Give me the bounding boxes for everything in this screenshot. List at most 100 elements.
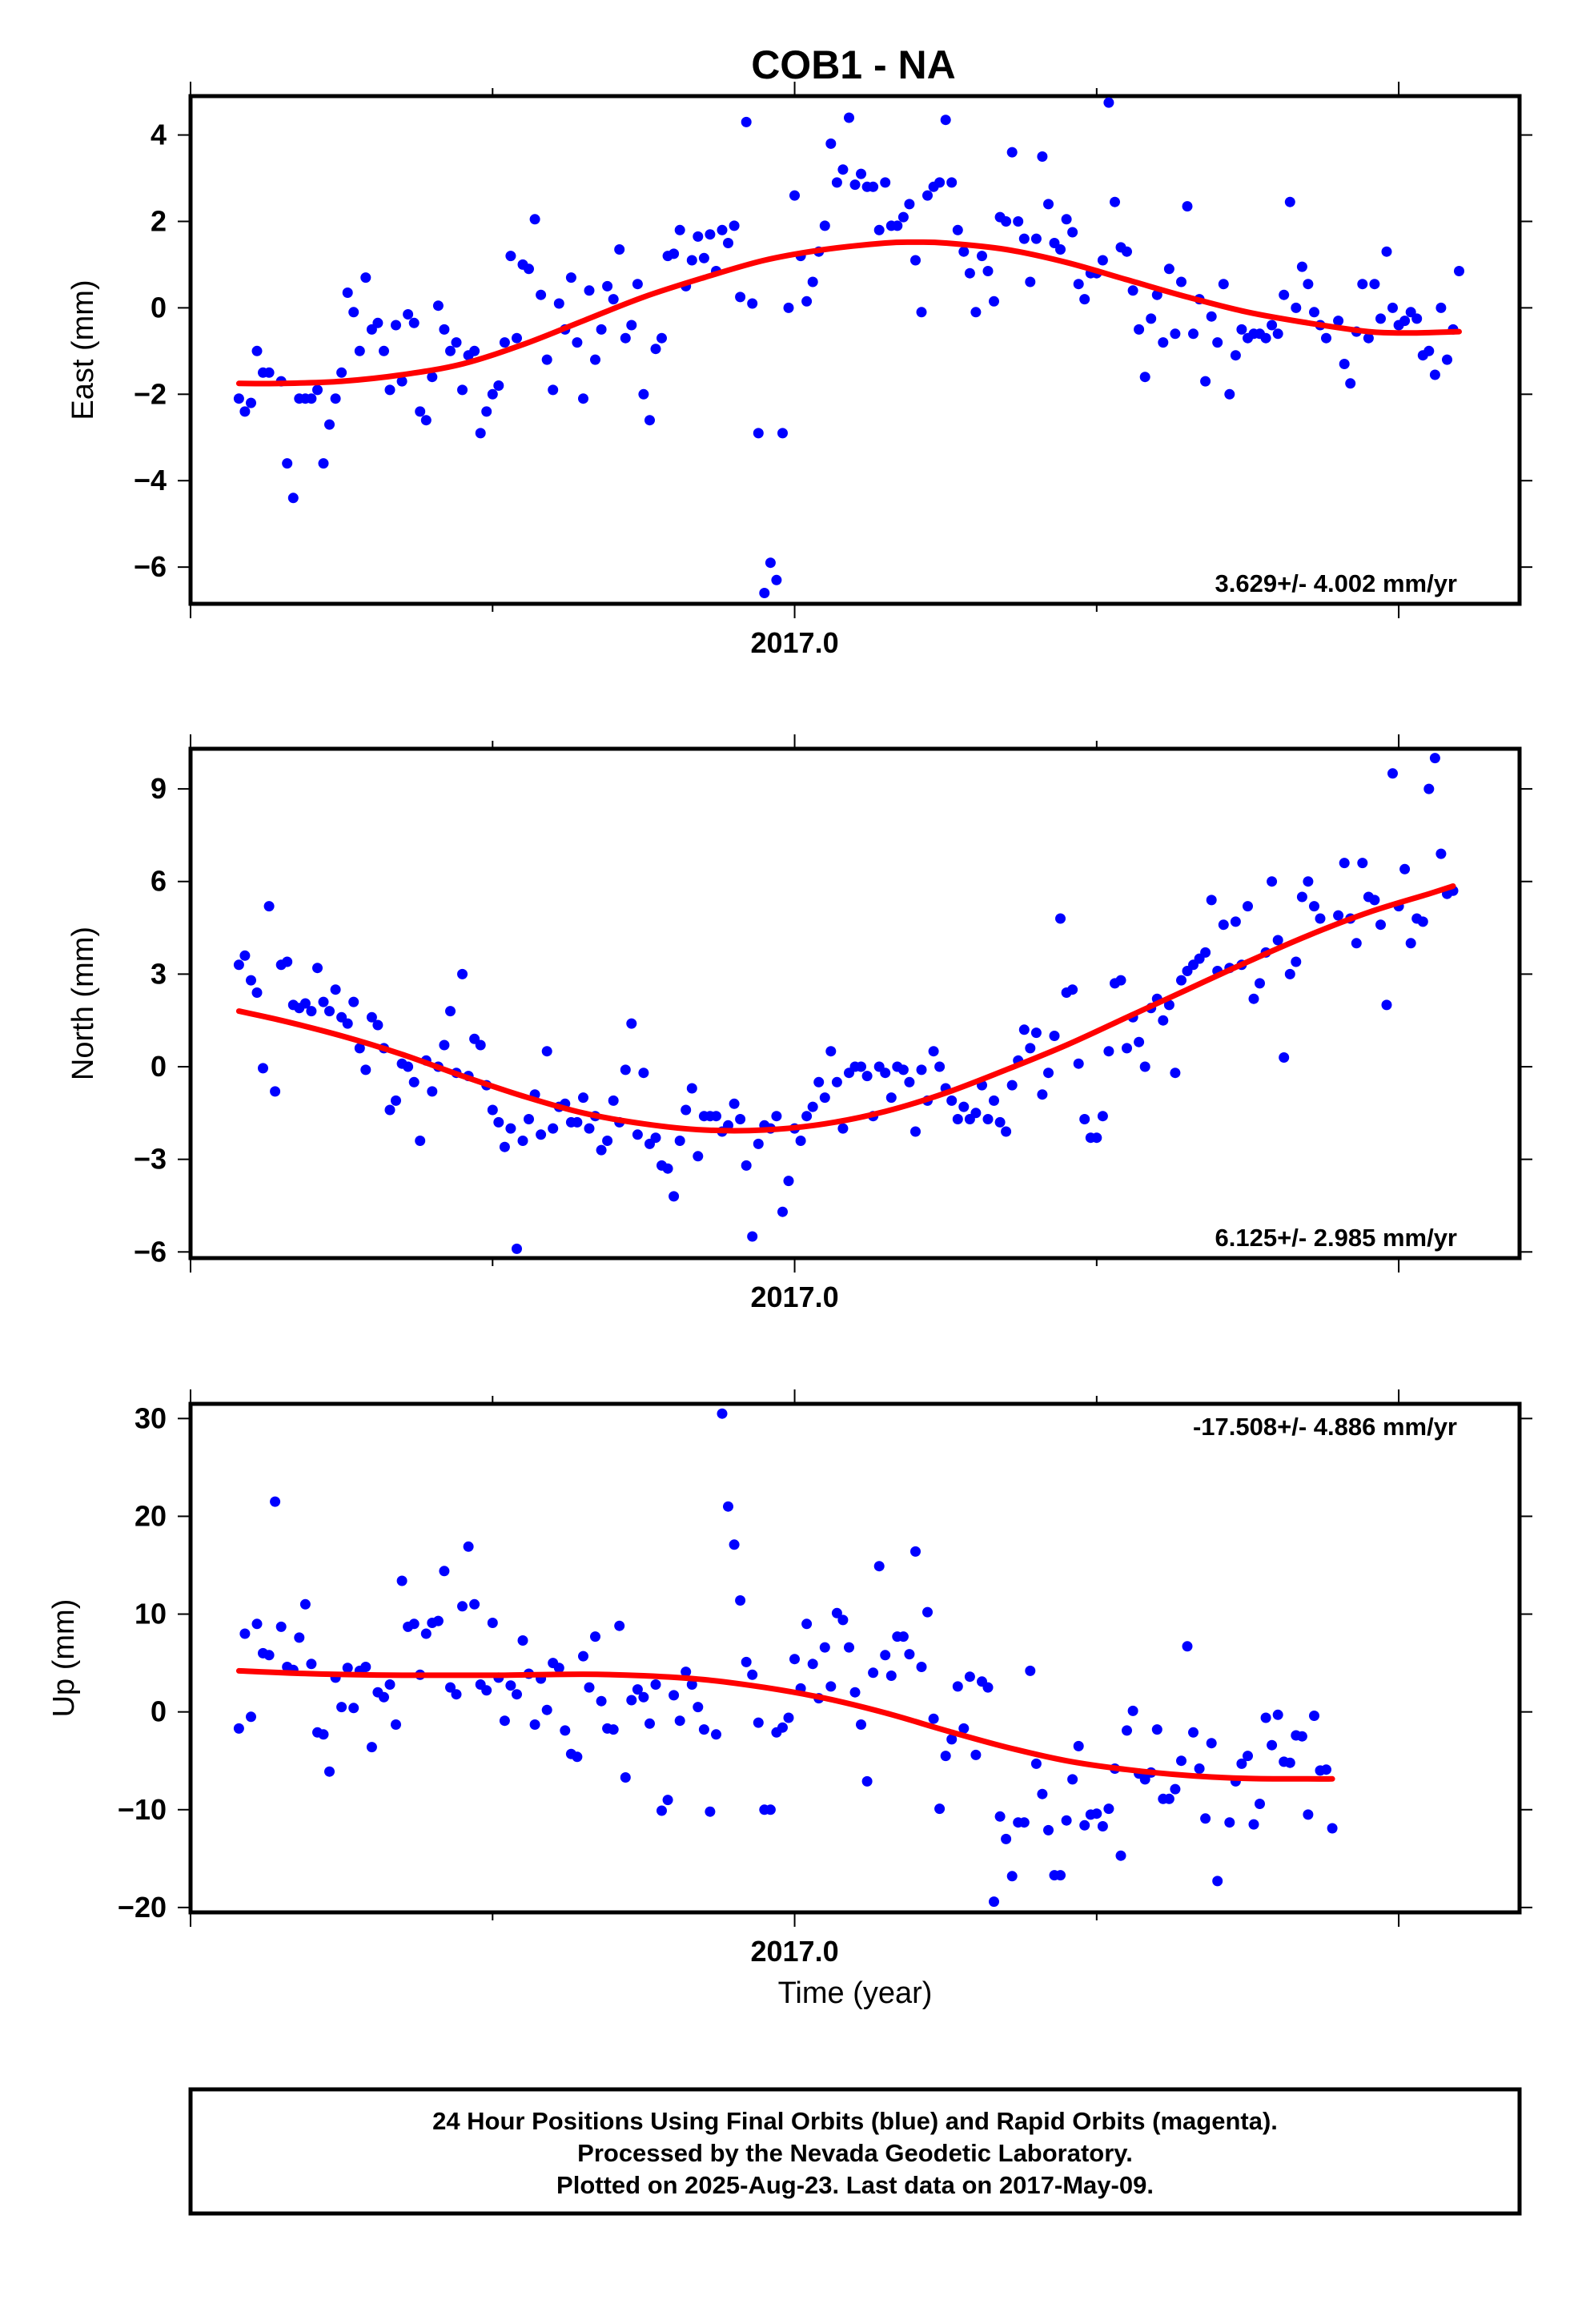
data-point — [541, 1046, 552, 1057]
fit-curve — [235, 883, 1456, 1134]
data-point — [1025, 1665, 1036, 1676]
data-point — [844, 112, 854, 123]
data-point — [1115, 1850, 1126, 1861]
data-point — [837, 1614, 849, 1626]
data-point — [644, 415, 655, 426]
data-point — [693, 1702, 704, 1713]
data-point — [1369, 895, 1380, 906]
data-point — [747, 298, 758, 309]
y-tick-label: −20 — [118, 1891, 167, 1924]
data-point — [747, 1231, 758, 1242]
data-point — [741, 116, 752, 127]
data-point — [1188, 328, 1199, 340]
data-point — [1399, 316, 1411, 327]
data-point — [294, 1632, 305, 1643]
data-point — [1212, 337, 1223, 348]
data-point — [1272, 328, 1283, 340]
data-point — [1333, 316, 1344, 327]
data-point — [717, 1408, 728, 1419]
data-point — [1061, 214, 1072, 225]
data-point — [529, 214, 540, 225]
data-point — [1139, 1061, 1150, 1072]
data-point — [342, 1018, 353, 1029]
data-point — [729, 1098, 740, 1109]
y-tick-label: 4 — [151, 119, 167, 151]
data-point — [1243, 1751, 1253, 1762]
data-point — [741, 1656, 752, 1667]
data-point — [940, 1751, 951, 1762]
data-point — [1442, 354, 1452, 365]
data-point — [348, 996, 359, 1007]
data-point — [1127, 285, 1138, 296]
data-point — [873, 224, 885, 235]
y-tick-label: −10 — [118, 1793, 167, 1826]
data-point — [391, 1719, 401, 1730]
data-point — [807, 1101, 818, 1112]
data-point — [1194, 1763, 1205, 1774]
data-point — [584, 1682, 595, 1693]
data-point — [686, 1083, 697, 1094]
data-point — [1248, 993, 1259, 1004]
data-point — [348, 1703, 359, 1714]
data-point — [541, 354, 552, 365]
data-point — [801, 296, 813, 307]
data-point — [517, 1136, 528, 1146]
panel-up: 30 20 10 0 −10 −20 2017.0 Up (mm) Time (year) -17… — [47, 1389, 1532, 2010]
data-point — [1435, 302, 1447, 313]
data-point — [1097, 1111, 1108, 1122]
data-point — [849, 179, 861, 191]
data-point — [306, 1006, 317, 1017]
data-point — [512, 1689, 522, 1700]
x-tick-label: 2017.0 — [750, 626, 838, 659]
data-point — [1170, 328, 1181, 340]
data-point — [982, 266, 994, 276]
data-point — [565, 272, 576, 283]
data-point — [729, 220, 740, 231]
data-point — [499, 337, 510, 348]
panel-east: 4 2 0 −2 −4 −6 2017.0 East (mm) 3.629+/- 4.002 m… — [66, 82, 1532, 659]
rate-label: -17.508+/- 4.886 mm/yr — [1193, 1413, 1457, 1441]
data-point — [608, 1724, 619, 1735]
data-point — [825, 138, 837, 149]
data-point — [831, 1607, 842, 1618]
data-point — [233, 1723, 244, 1734]
data-point — [632, 279, 643, 290]
data-point — [1243, 901, 1253, 912]
data-point — [457, 1601, 468, 1612]
data-point — [1291, 956, 1302, 967]
data-point — [1303, 279, 1314, 290]
data-point — [1267, 320, 1278, 331]
data-point — [487, 1618, 498, 1628]
data-point — [831, 177, 842, 188]
fit-curve — [235, 239, 1462, 387]
data-point — [578, 1651, 588, 1662]
data-point — [596, 1144, 607, 1156]
y-tick-label: −2 — [134, 377, 167, 410]
data-point — [403, 1061, 414, 1072]
data-point — [499, 1715, 510, 1727]
data-point — [1097, 255, 1108, 266]
data-point — [783, 1712, 794, 1723]
data-point — [638, 1068, 649, 1079]
data-point — [239, 406, 251, 417]
data-point — [1055, 244, 1066, 255]
data-point — [632, 1684, 643, 1695]
data-point — [1279, 1052, 1290, 1063]
data-point — [432, 300, 444, 312]
data-point — [1375, 919, 1386, 931]
data-point — [379, 1691, 389, 1703]
data-point — [396, 376, 408, 387]
data-point — [1103, 1046, 1114, 1057]
data-point — [849, 1687, 861, 1698]
data-point — [1309, 901, 1319, 912]
data-point — [360, 272, 371, 283]
data-point — [861, 1071, 873, 1082]
data-point — [1055, 1870, 1066, 1881]
data-point — [620, 1772, 631, 1783]
data-point — [681, 1667, 692, 1678]
data-point — [602, 1136, 613, 1146]
data-point — [366, 1742, 377, 1753]
data-point — [1206, 1738, 1217, 1749]
data-point — [861, 1775, 873, 1787]
data-point — [602, 280, 613, 292]
